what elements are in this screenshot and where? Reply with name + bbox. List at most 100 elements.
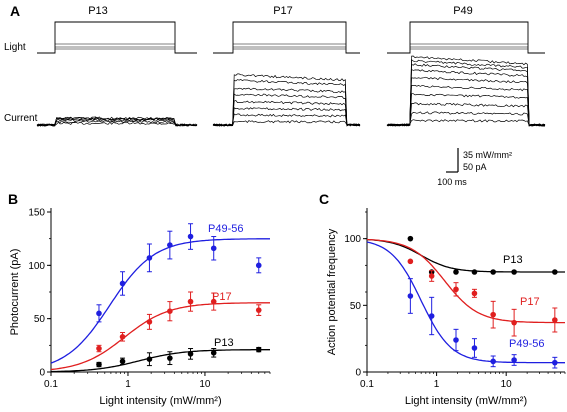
data-point [407,258,414,265]
data-point [119,280,126,287]
panel-a-letter: A [10,3,20,19]
panel-b: B 0 50 100 150 0.1 1 10 Light intensity (mW/mm²… [8,191,271,407]
current-trace [386,69,546,127]
fit-curve-p13 [366,238,565,273]
data-point [96,310,102,317]
data-point [119,334,126,340]
data-point [490,358,496,365]
current-trace [36,121,198,127]
x-tick-label: 10 [199,379,211,390]
data-point [167,355,173,361]
data-point [187,233,194,240]
x-axis-label: Light intensity (mW/mm²) [405,395,527,407]
data-point [96,345,102,352]
data-point [146,356,153,363]
data-point [453,286,459,293]
current-trace [387,102,546,127]
data-point [255,307,262,313]
y-tick-label: 50 [34,314,46,325]
data-point [407,235,414,242]
series-label: P49-56 [208,223,243,235]
current-trace [212,79,361,127]
current-trace [36,116,198,127]
y-tick-label: 0 [355,368,361,379]
current-trace [386,58,546,127]
x-tick-label: 0.1 [44,379,58,390]
y-tick-label: 150 [28,208,45,219]
x-tick-label: 1 [434,379,440,390]
current-row-label: Current [4,113,38,124]
data-point [453,269,459,275]
current-trace [386,85,546,127]
data-point [511,357,517,363]
data-point [187,351,194,357]
series-label: P13 [503,254,523,266]
current-trace [36,117,198,127]
data-point [407,293,414,299]
series-label: P13 [214,337,234,349]
x-tick-label: 10 [501,379,513,390]
data-point [167,308,173,315]
data-point [146,255,153,261]
series-label: P17 [212,291,232,303]
data-point [511,269,517,275]
current-trace [212,107,361,127]
y-tick-label: 0 [39,368,45,379]
current-trace [213,100,361,127]
current-trace [386,119,546,127]
data-point [453,337,459,343]
data-point [96,361,102,368]
data-point [255,346,262,353]
fit-curve-p49-56 [366,241,565,364]
panel-c-letter: C [319,191,329,207]
panel-c: C 0 50 100 0.1 1 10 Light intensity (mW/mm²) Ac… [319,191,566,407]
current-trace [386,63,546,127]
current-trace [36,116,198,127]
light-stimulus-steps [37,21,545,54]
y-tick-label: 50 [350,301,362,312]
fit-curve-p13 [50,349,270,373]
current-trace [213,93,361,127]
data-point [428,313,435,319]
panel-a: A P13 P17 P49 Light Current 35 mW/mm² 50… [4,3,546,187]
data-point [471,345,478,351]
data-point [552,359,558,366]
light-step-outline [37,21,197,54]
current-traces [36,55,546,127]
chart-b: 0 50 100 150 0.1 1 10 Light intensity (mW/mm²) P… [9,208,271,407]
light-row-label: Light [4,42,26,53]
current-trace [386,76,546,127]
data-point [490,311,496,318]
data-point [119,358,126,365]
current-trace [212,120,361,127]
trace-label-p17: P17 [273,5,293,17]
x-tick-label: 1 [125,379,131,390]
scale-bar-time-label: 100 ms [437,177,467,187]
data-point [511,319,517,326]
data-point [471,290,478,297]
fit-curve-p49-56 [50,238,270,364]
scale-bar-current-label: 50 pA [463,162,487,172]
data-point [210,298,217,305]
light-step-outline [387,21,545,54]
x-tick-label: 0.1 [360,379,374,390]
trace-label-p49: P49 [453,5,473,17]
data-point [255,262,262,269]
x-axis-label: Light intensity (mW/mm²) [99,395,221,407]
current-trace [386,111,546,127]
light-step-outline [213,21,360,54]
data-point [552,269,558,275]
y-tick-label: 100 [28,261,45,272]
trace-label-p13: P13 [88,5,108,17]
scale-bar-light-label: 35 mW/mm² [463,150,512,160]
data-point [187,298,194,305]
data-point [167,242,173,248]
fit-curve-p17 [366,238,565,324]
scale-bar: 35 mW/mm² 50 pA 100 ms [437,148,512,187]
data-point [490,269,496,275]
data-point [471,269,478,275]
series-label: P17 [520,296,540,308]
data-point [146,319,153,325]
data-point [210,245,217,252]
